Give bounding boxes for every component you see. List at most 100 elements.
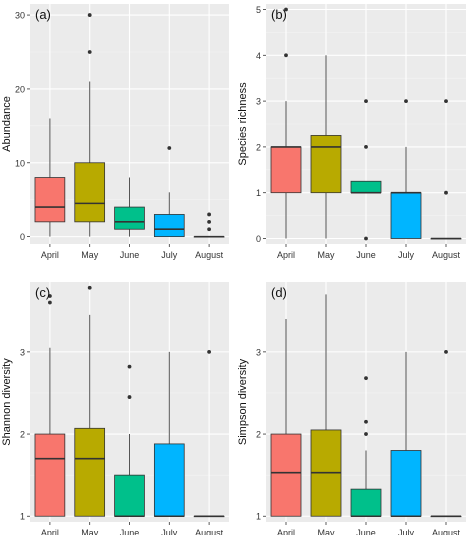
x-tick-label: July <box>161 250 178 260</box>
box-august <box>193 349 225 518</box>
outlier-point <box>404 99 408 103</box>
y-tick-label: 2 <box>256 430 261 440</box>
y-axis-title: Shannon diversity <box>1 358 13 446</box>
x-tick-label: May <box>81 528 99 535</box>
iqr-box <box>114 474 145 517</box>
outlier-point <box>284 7 288 12</box>
panel-label: (d) <box>271 285 287 300</box>
iqr-box <box>390 450 422 517</box>
panel-2: 0 1 2 3 4 5 April May June July August (b) Species r… <box>237 4 466 260</box>
y-tick-label: 2 <box>256 142 261 152</box>
outlier-point <box>207 349 212 354</box>
panel-4: 1 2 3 April May June July August (d) Simpson dive… <box>237 282 466 535</box>
outlier-point <box>87 13 92 17</box>
x-tick-label: April <box>277 250 295 260</box>
x-tick-label: August <box>195 250 224 260</box>
y-axis-title: Abundance <box>1 96 13 152</box>
box-august <box>430 349 462 518</box>
x-tick-label: July <box>161 528 178 535</box>
box-july <box>390 99 422 239</box>
outlier-point <box>207 219 212 224</box>
outlier-point <box>87 285 92 290</box>
outlier-point <box>364 236 368 241</box>
outlier-point <box>48 294 52 298</box>
box-may <box>74 285 106 517</box>
box-june <box>114 177 145 237</box>
outlier-point <box>207 212 212 217</box>
outlier-point <box>444 349 448 354</box>
y-tick-label: 3 <box>256 97 261 107</box>
outlier-point <box>364 145 368 149</box>
x-tick-label: April <box>277 528 295 535</box>
y-tick-label: 10 <box>15 158 25 168</box>
box-august <box>193 212 225 238</box>
box-april <box>270 7 302 239</box>
iqr-box <box>34 433 66 517</box>
x-tick-label: August <box>432 528 461 535</box>
box-june <box>350 99 382 241</box>
x-tick-label: April <box>41 250 59 260</box>
panel-1: 0 10 20 30 April May June July August (a) Abundanc… <box>1 4 229 260</box>
y-tick-label: 1 <box>256 512 261 522</box>
y-tick-label: 2 <box>20 430 25 440</box>
x-tick-label: June <box>120 528 140 535</box>
box-july <box>153 351 185 518</box>
y-tick-label: 3 <box>20 347 25 357</box>
iqr-box <box>114 206 145 230</box>
y-tick-label: 1 <box>20 512 25 522</box>
box-may <box>310 294 342 517</box>
y-tick-label: 1 <box>256 188 261 198</box>
outlier-point <box>127 395 132 399</box>
y-axis-title: Species richness <box>237 82 249 166</box>
x-tick-label: May <box>81 250 99 260</box>
y-tick-label: 0 <box>20 232 25 242</box>
panel-3: 1 2 3 April May June July August (c) Shannon dive… <box>1 282 229 535</box>
iqr-box <box>34 177 66 223</box>
x-tick-label: April <box>41 528 59 535</box>
y-tick-label: 30 <box>15 11 25 21</box>
outlier-point <box>364 419 368 424</box>
y-tick-label: 5 <box>256 5 261 15</box>
box-april <box>34 118 66 237</box>
y-tick-label: 20 <box>15 84 25 94</box>
outlier-point <box>87 50 92 54</box>
box-june <box>350 376 382 518</box>
outlier-point <box>48 300 52 305</box>
box-june <box>114 364 145 518</box>
box-july <box>153 146 185 238</box>
y-tick-label: 4 <box>256 51 261 61</box>
box-august <box>430 99 462 240</box>
x-tick-label: May <box>317 250 335 260</box>
y-tick-label: 0 <box>256 234 261 244</box>
x-tick-label: July <box>398 250 415 260</box>
iqr-box <box>74 162 106 223</box>
x-tick-label: May <box>317 528 335 535</box>
box-july <box>390 351 422 518</box>
y-axis-title: Simpson diversity <box>237 358 249 445</box>
iqr-box <box>153 443 185 517</box>
panel-label: (c) <box>35 285 50 300</box>
outlier-point <box>127 364 132 369</box>
outlier-point <box>167 146 172 150</box>
outlier-point <box>364 432 368 436</box>
panel-label: (a) <box>35 7 51 22</box>
x-tick-label: June <box>356 250 376 260</box>
iqr-box <box>350 180 382 194</box>
iqr-box <box>74 427 106 517</box>
x-tick-label: August <box>195 528 224 535</box>
outlier-point <box>364 376 368 381</box>
outlier-point <box>364 99 368 103</box>
outlier-point <box>444 190 448 195</box>
iqr-box <box>153 214 185 238</box>
outlier-point <box>284 53 288 58</box>
box-may <box>74 13 106 237</box>
x-tick-label: August <box>432 250 461 260</box>
iqr-box <box>310 135 342 194</box>
outlier-point <box>207 227 212 232</box>
iqr-box <box>350 488 382 517</box>
iqr-box <box>270 433 302 517</box>
x-tick-label: June <box>120 250 140 260</box>
x-tick-label: June <box>356 528 376 535</box>
iqr-box <box>390 192 422 239</box>
